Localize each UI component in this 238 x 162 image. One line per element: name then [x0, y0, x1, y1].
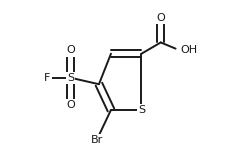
Text: O: O: [66, 100, 75, 110]
Text: S: S: [67, 73, 74, 83]
Text: S: S: [138, 105, 145, 115]
Text: O: O: [66, 46, 75, 55]
Text: Br: Br: [90, 135, 103, 145]
Text: OH: OH: [180, 46, 197, 55]
Text: O: O: [156, 13, 165, 23]
Text: F: F: [44, 73, 51, 83]
